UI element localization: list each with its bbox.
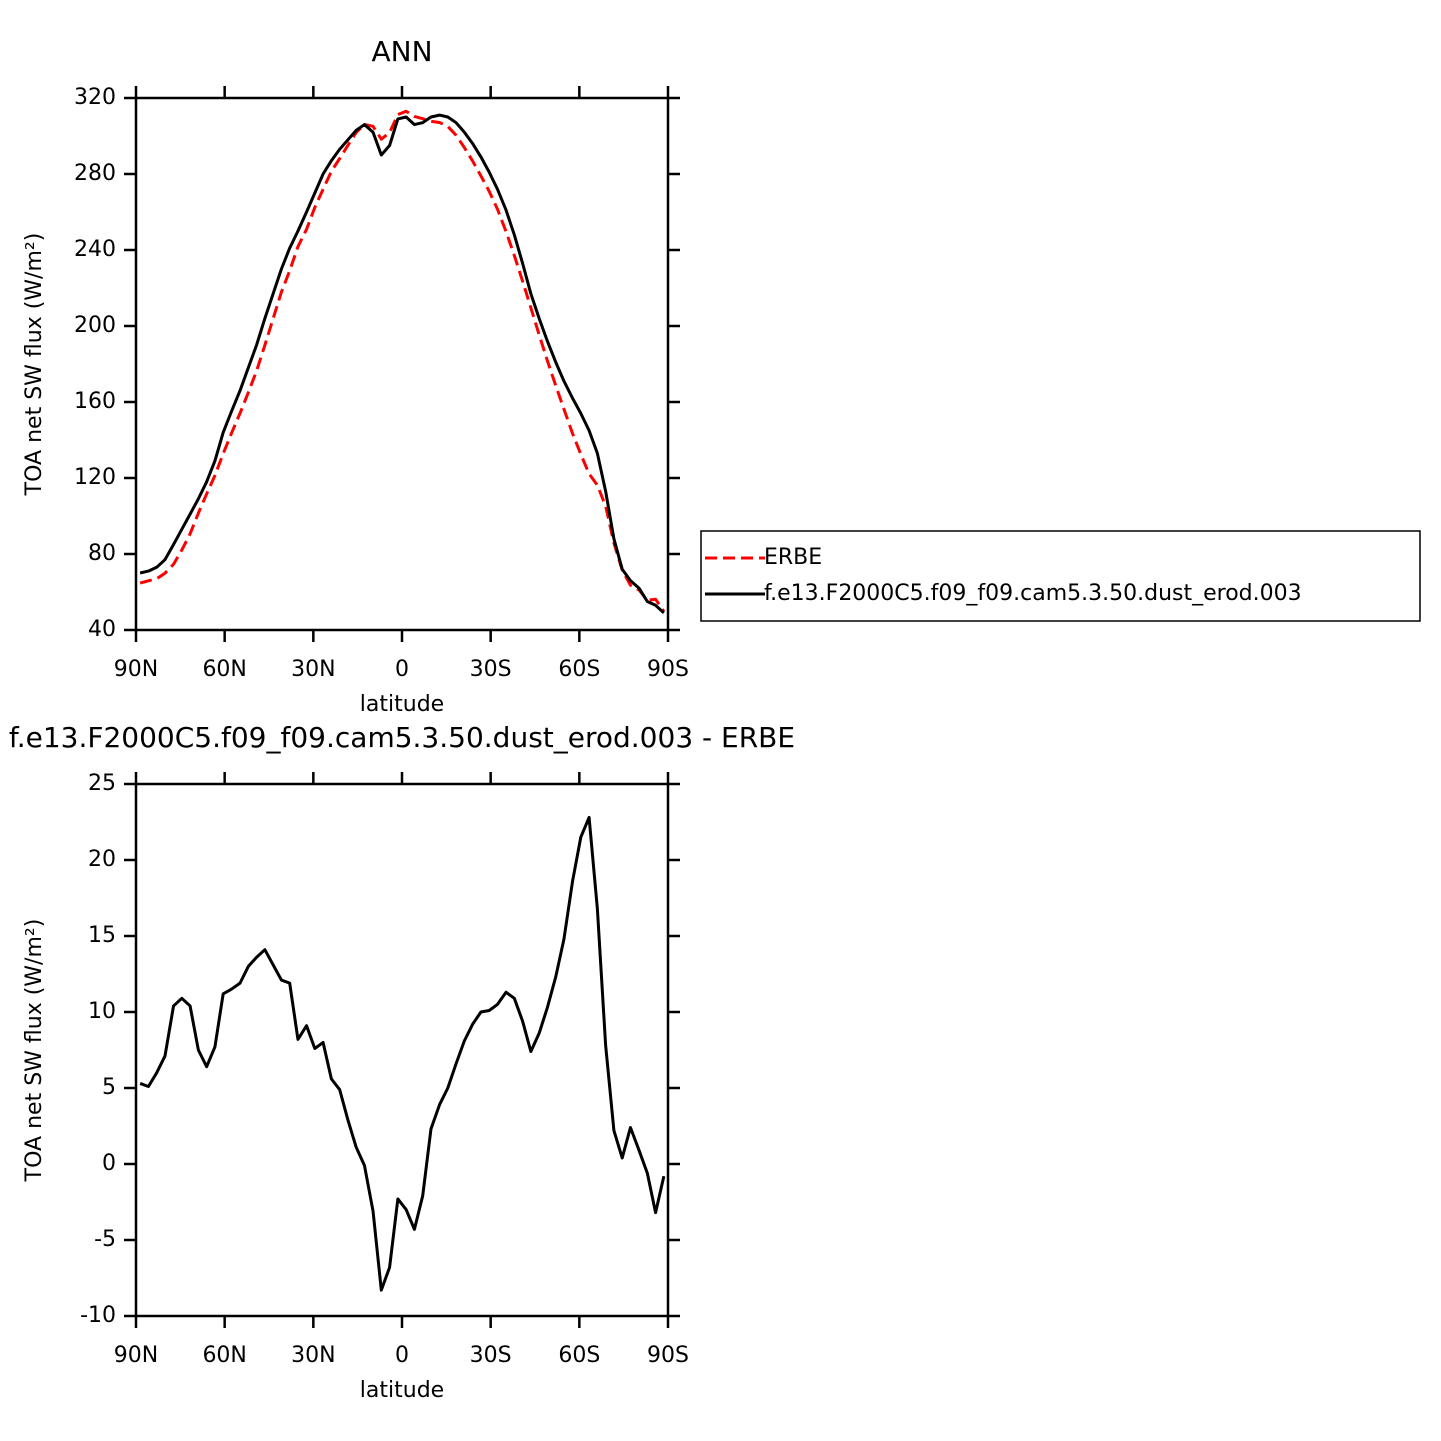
data-line: [139, 815, 666, 1292]
y-tick-label: 80: [88, 541, 116, 566]
y-tick-label: 320: [74, 85, 116, 110]
x-tick-label: 60S: [558, 1343, 600, 1368]
x-tick-label: 60N: [202, 657, 246, 682]
y-tick-label: 120: [74, 465, 116, 490]
x-tick-label: 90S: [647, 1343, 689, 1368]
x-tick-label: 0: [395, 657, 409, 682]
plot-frame: [134, 782, 670, 1318]
x-axis-label: latitude: [360, 1378, 444, 1403]
y-tick-label: 280: [74, 161, 116, 186]
x-tick-label: 30N: [291, 1343, 335, 1368]
y-tick-label: 15: [88, 923, 116, 948]
y-tick-label: 200: [74, 313, 116, 338]
y-tick-label: 10: [88, 999, 116, 1024]
x-tick-label: 30S: [470, 657, 512, 682]
y-tick-label: 25: [88, 771, 116, 796]
y-tick-label: 240: [74, 237, 116, 262]
x-tick-label: 90N: [114, 1343, 158, 1368]
data-line: [139, 113, 665, 615]
x-axis-label: latitude: [360, 692, 444, 717]
x-tick-label: 90N: [114, 657, 158, 682]
chart-title: ANN: [371, 35, 432, 68]
x-tick-label: 0: [395, 1343, 409, 1368]
x-tick-label: 30N: [291, 657, 335, 682]
legend: ERBE f.e13.F2000C5.f09_f09.cam5.3.50.dust…: [700, 530, 1421, 622]
y-tick-label: 5: [102, 1075, 116, 1100]
legend-label: f.e13.F2000C5.f09_f09.cam5.3.50.dust_ero…: [764, 581, 1302, 606]
y-tick-label: 40: [88, 617, 116, 642]
x-tick-label: 60S: [558, 657, 600, 682]
y-tick-label: -10: [80, 1303, 116, 1328]
y-axis-label: TOA net SW flux (W/m²): [22, 233, 47, 497]
x-tick-label: 30S: [470, 1343, 512, 1368]
y-tick-label: 160: [74, 389, 116, 414]
plot-frame: [134, 96, 670, 632]
y-axis-label: TOA net SW flux (W/m²): [22, 919, 47, 1183]
chart-title: f.e13.F2000C5.f09_f09.cam5.3.50.dust_ero…: [9, 721, 795, 754]
x-tick-label: 90S: [647, 657, 689, 682]
y-tick-label: 0: [102, 1151, 116, 1176]
y-tick-label: -5: [94, 1227, 116, 1252]
data-line: [139, 109, 666, 613]
x-tick-label: 60N: [202, 1343, 246, 1368]
legend-label: ERBE: [764, 545, 822, 570]
y-tick-label: 20: [88, 847, 116, 872]
legend-box: [700, 530, 1421, 622]
